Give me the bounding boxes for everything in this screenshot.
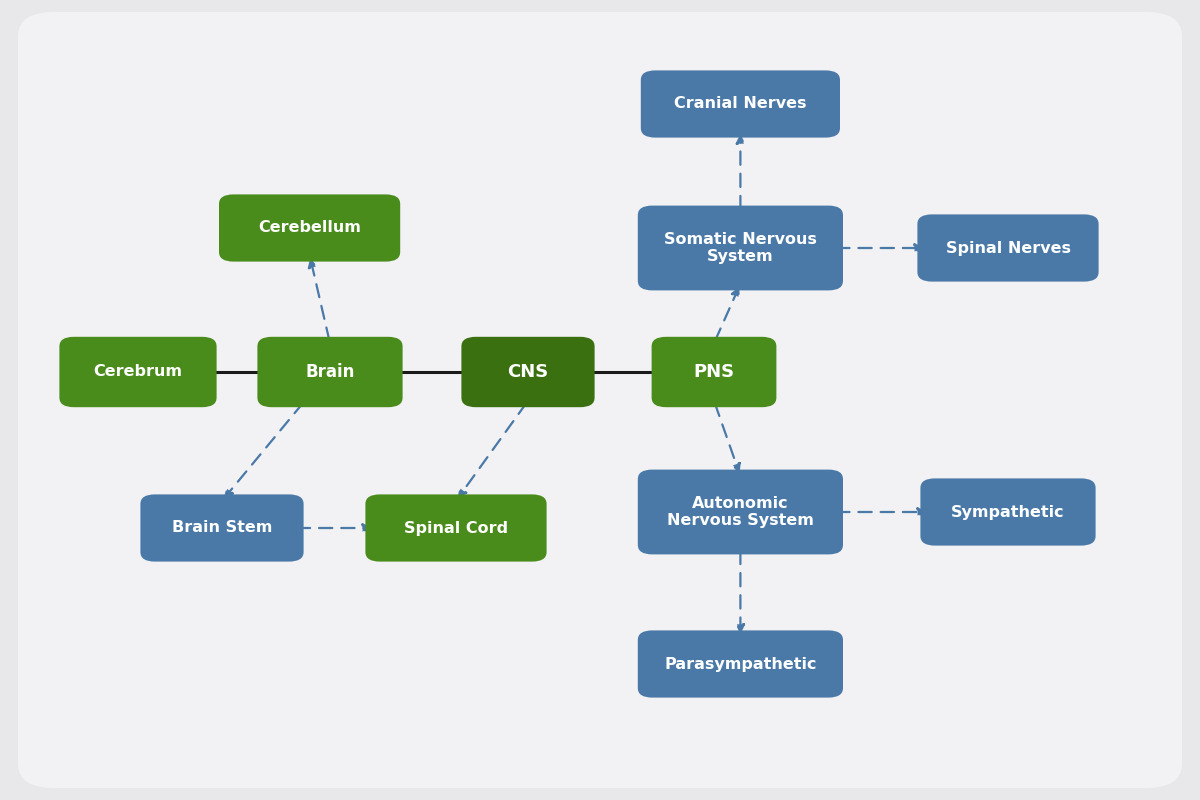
Text: Spinal Cord: Spinal Cord xyxy=(404,521,508,535)
FancyBboxPatch shape xyxy=(462,337,595,407)
Text: CNS: CNS xyxy=(508,363,548,381)
FancyBboxPatch shape xyxy=(220,194,401,262)
Text: Somatic Nervous
System: Somatic Nervous System xyxy=(664,231,817,265)
FancyBboxPatch shape xyxy=(918,214,1099,282)
Text: Parasympathetic: Parasympathetic xyxy=(664,657,817,671)
Text: Spinal Nerves: Spinal Nerves xyxy=(946,241,1070,255)
FancyBboxPatch shape xyxy=(638,470,842,554)
FancyBboxPatch shape xyxy=(638,206,842,290)
Text: Sympathetic: Sympathetic xyxy=(952,505,1064,519)
Text: Cerebrum: Cerebrum xyxy=(94,365,182,379)
Text: Cranial Nerves: Cranial Nerves xyxy=(674,97,806,111)
FancyBboxPatch shape xyxy=(18,12,1182,788)
FancyBboxPatch shape xyxy=(60,337,216,407)
Text: PNS: PNS xyxy=(694,363,734,381)
FancyBboxPatch shape xyxy=(652,337,776,407)
FancyBboxPatch shape xyxy=(638,630,842,698)
Text: Autonomic
Nervous System: Autonomic Nervous System xyxy=(667,495,814,529)
FancyBboxPatch shape xyxy=(641,70,840,138)
FancyBboxPatch shape xyxy=(140,494,304,562)
Text: Brain: Brain xyxy=(305,363,355,381)
FancyBboxPatch shape xyxy=(365,494,547,562)
Text: Brain Stem: Brain Stem xyxy=(172,521,272,535)
FancyBboxPatch shape xyxy=(258,337,403,407)
FancyBboxPatch shape xyxy=(920,478,1096,546)
Text: Cerebellum: Cerebellum xyxy=(258,221,361,235)
